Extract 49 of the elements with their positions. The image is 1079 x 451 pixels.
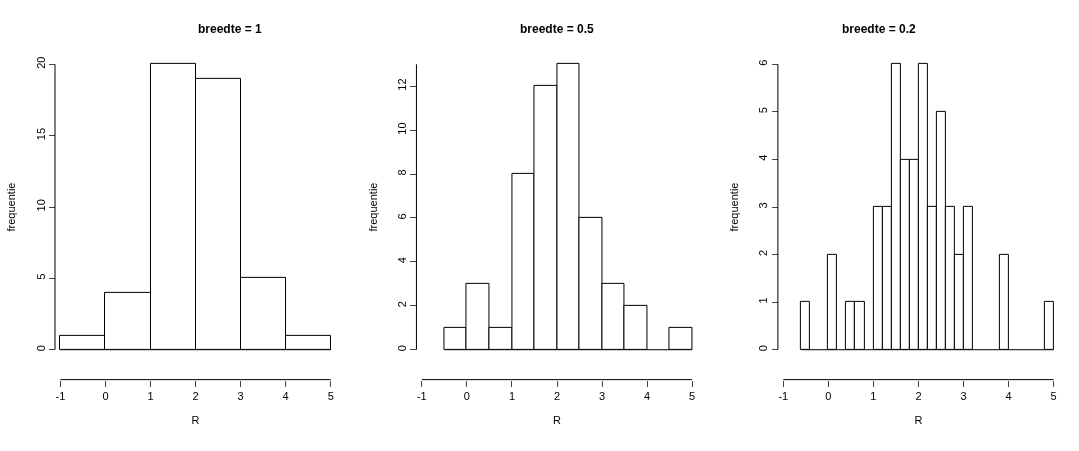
x-tick-label: 2 bbox=[192, 389, 199, 402]
x-tick-label: 0 bbox=[825, 389, 832, 402]
y-tick-label: 2 bbox=[757, 249, 770, 256]
x-tick-label: 1 bbox=[147, 389, 154, 402]
x-tick-label: 5 bbox=[327, 389, 334, 402]
y-tick-label: 8 bbox=[396, 169, 409, 176]
y-tick-label: 2 bbox=[396, 301, 409, 308]
y-tick-label: 10 bbox=[396, 122, 409, 135]
x-tick-label: 2 bbox=[553, 389, 561, 402]
x-axis-title: R bbox=[191, 414, 200, 427]
x-tick-label: -1 bbox=[778, 389, 789, 402]
y-tick-label: 10 bbox=[34, 199, 47, 212]
x-tick-label: 4 bbox=[644, 389, 651, 402]
x-tick-label: 0 bbox=[102, 389, 109, 402]
y-tick-label: 1 bbox=[757, 297, 770, 304]
x-tick-label: -1 bbox=[55, 389, 66, 402]
y-tick-label: 0 bbox=[757, 345, 770, 352]
x-tick-label: 2 bbox=[915, 389, 922, 402]
y-tick-label: 0 bbox=[396, 345, 409, 352]
y-tick-label: 5 bbox=[34, 273, 47, 280]
x-tick-label: 1 bbox=[508, 389, 516, 402]
y-tick-label: 3 bbox=[757, 202, 770, 209]
x-tick-label: 3 bbox=[237, 389, 244, 402]
y-tick-label: 0 bbox=[34, 345, 47, 352]
x-tick-label: 0 bbox=[463, 389, 470, 402]
x-tick-label: 3 bbox=[960, 389, 967, 402]
x-tick-label: 5 bbox=[1050, 389, 1057, 402]
y-axis-title: frequentie bbox=[728, 182, 741, 232]
x-tick-label: 4 bbox=[282, 389, 289, 402]
x-axis-title: R bbox=[914, 414, 923, 427]
chart-title: breedte = 0.5 bbox=[520, 22, 595, 36]
y-tick-label: 5 bbox=[757, 107, 770, 114]
chart-title: breedte = 1 bbox=[198, 22, 263, 36]
x-tick-label: 4 bbox=[1005, 389, 1012, 402]
y-axis-title: frequentie bbox=[5, 182, 18, 232]
y-tick-label: 12 bbox=[396, 78, 409, 91]
chart-title: breedte = 0.2 bbox=[842, 22, 917, 36]
x-tick-label: 3 bbox=[598, 389, 606, 402]
y-tick-label: 20 bbox=[34, 56, 47, 69]
x-tick-label: -1 bbox=[416, 389, 427, 402]
y-tick-label: 6 bbox=[757, 59, 770, 66]
x-tick-label: 5 bbox=[689, 389, 696, 402]
y-axis-title: frequentie bbox=[366, 182, 379, 232]
x-axis-title: R bbox=[553, 414, 562, 427]
y-tick-label: 4 bbox=[757, 154, 770, 161]
y-tick-label: 15 bbox=[34, 127, 47, 141]
y-tick-label: 6 bbox=[396, 213, 409, 220]
x-tick-label: 1 bbox=[870, 389, 877, 402]
y-tick-label: 4 bbox=[396, 257, 409, 264]
